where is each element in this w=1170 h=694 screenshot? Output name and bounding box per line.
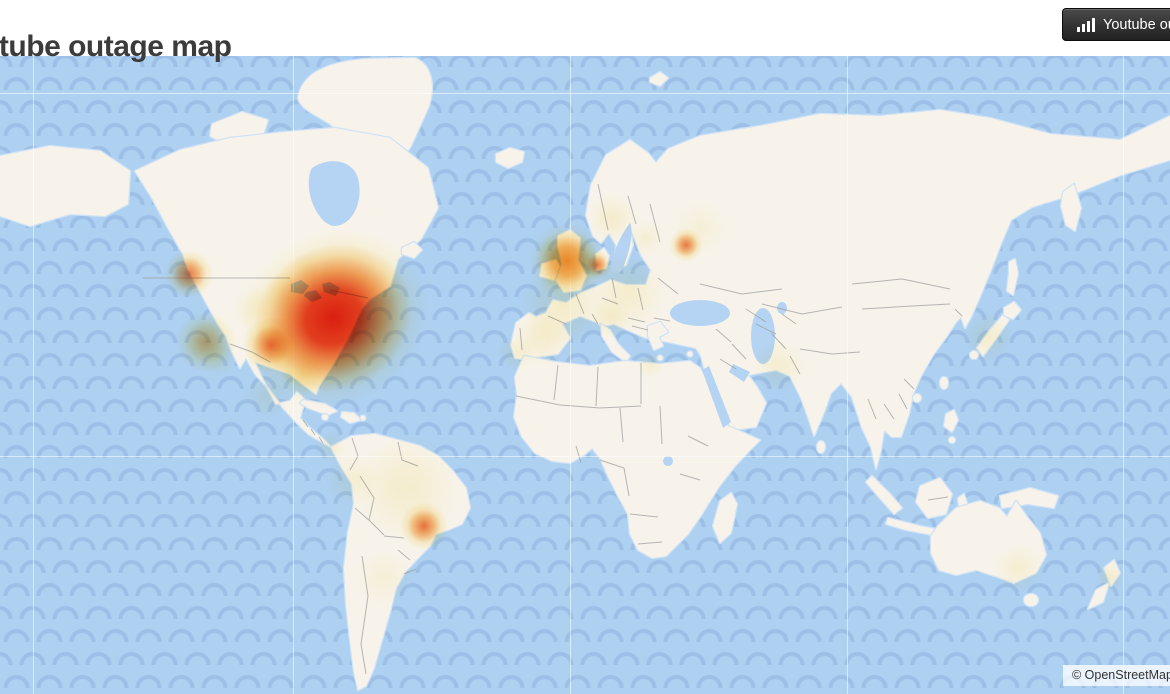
outage-chart-button-label: Youtube outage	[1103, 16, 1170, 33]
graticule-line	[293, 56, 294, 694]
map-attribution[interactable]: © OpenStreetMap	[1063, 665, 1170, 686]
land-layer	[0, 56, 1170, 692]
graticule-line	[0, 93, 1170, 94]
graticule-line	[33, 56, 34, 694]
page-title: Youtube outage map	[0, 30, 232, 64]
graticule-line	[570, 56, 571, 694]
outage-chart-button[interactable]: Youtube outage	[1062, 8, 1170, 41]
graticule-line	[847, 56, 848, 694]
openstreetmap-link[interactable]: © OpenStreetMap	[1072, 668, 1170, 682]
graticule-line	[1123, 56, 1124, 694]
outage-map[interactable]: © OpenStreetMap	[0, 56, 1170, 694]
bar-chart-icon	[1077, 17, 1095, 32]
page-header: Youtube outage map Youtube outage	[0, 0, 1170, 63]
graticule-line	[0, 456, 1170, 457]
world-map	[0, 56, 1170, 692]
